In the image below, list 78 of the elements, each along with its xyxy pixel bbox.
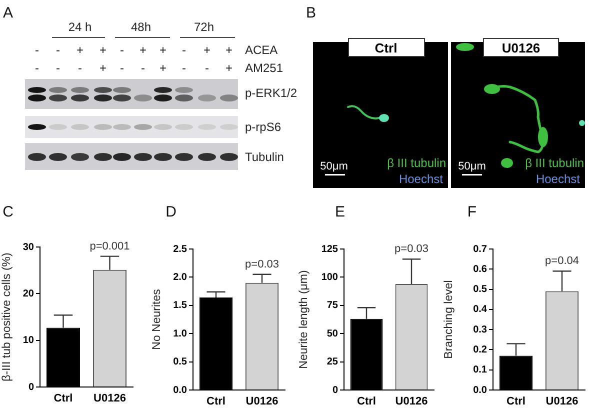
text: 48h xyxy=(130,20,152,34)
y-tick-label: 0 xyxy=(28,382,34,393)
text: - xyxy=(205,61,209,75)
y-tick-label: 1.0 xyxy=(173,328,188,340)
text: 72h xyxy=(194,20,214,34)
y-axis-title: Branching level xyxy=(443,280,456,359)
y-axis-title: No Neurites xyxy=(151,288,164,350)
y-tick-label: 0.3 xyxy=(473,324,488,336)
x-tick-label: U0126 xyxy=(395,396,428,408)
y-tick-label: 100 xyxy=(321,272,338,283)
text: + xyxy=(225,61,233,75)
annotation: p=0.04 xyxy=(545,255,579,268)
text: - xyxy=(56,61,60,75)
y-tick-label: 0.5 xyxy=(173,356,188,368)
text: ACEA xyxy=(245,43,278,57)
x-tick-label: U0126 xyxy=(546,396,578,408)
chart-title: E xyxy=(334,204,346,220)
y-tick-label: 1.5 xyxy=(173,300,188,312)
text: AM251 xyxy=(245,61,284,75)
text: 24 h xyxy=(68,20,92,34)
y-tick-label: 2.5 xyxy=(173,244,188,255)
chart-title: D xyxy=(166,204,176,220)
y-axis-title: β-III tub positive cells (%) xyxy=(1,252,14,382)
text: - xyxy=(120,61,124,75)
text: - xyxy=(182,43,186,57)
y-tick-label: 0.5 xyxy=(473,284,488,296)
x-tick-label: U0126 xyxy=(246,396,278,408)
y-tick-label: 25 xyxy=(326,356,338,368)
y-tick-label: 0.0 xyxy=(473,384,488,396)
text: + xyxy=(99,61,107,75)
text: β III tubulin xyxy=(387,156,446,170)
x-tick-label: Ctrl xyxy=(206,396,226,408)
text: - xyxy=(35,43,39,57)
text: p-ERK1/2 xyxy=(245,86,298,100)
y-tick-label: 0.2 xyxy=(473,344,488,356)
y-tick-label: 30 xyxy=(22,242,34,253)
text: + xyxy=(159,43,167,57)
x-tick-label: Ctrl xyxy=(357,396,376,408)
text: - xyxy=(141,61,145,75)
x-tick-label: U0126 xyxy=(94,392,126,405)
y-tick-label: 125 xyxy=(321,244,338,255)
x-tick-label: Ctrl xyxy=(506,396,526,408)
text: Tubulin xyxy=(245,150,284,164)
text: + xyxy=(139,43,147,57)
text: + xyxy=(159,61,167,75)
y-tick-label: 0.4 xyxy=(473,304,488,316)
text: - xyxy=(35,61,39,75)
y-tick-label: 50 xyxy=(326,328,338,340)
y-tick-label: 0.7 xyxy=(473,244,488,255)
y-tick-label: 2.0 xyxy=(173,272,188,283)
chart-title: C xyxy=(2,204,14,220)
y-tick-label: 75 xyxy=(326,300,338,312)
y-tick-label: 0.6 xyxy=(473,264,488,275)
text: + xyxy=(203,43,211,57)
y-tick-label: 0.1 xyxy=(473,364,488,376)
text: - xyxy=(56,43,60,57)
chart-title: F xyxy=(467,204,477,220)
annotation: p=0.03 xyxy=(394,243,428,256)
text: p-rpS6 xyxy=(245,120,282,134)
y-tick-label: 20 xyxy=(22,288,34,300)
annotation: p=0.001 xyxy=(90,240,130,252)
text: + xyxy=(76,43,84,57)
text: + xyxy=(225,43,233,57)
text: B xyxy=(306,4,316,22)
text: 50μm xyxy=(320,160,348,172)
text: - xyxy=(78,61,82,75)
y-tick-label: 0.0 xyxy=(173,384,188,396)
text: A xyxy=(2,4,14,22)
y-tick-label: 10 xyxy=(22,335,34,346)
y-axis-title: Neurite length (μm) xyxy=(298,270,310,369)
text: - xyxy=(182,61,186,75)
text: Ctrl xyxy=(374,40,398,55)
text: - xyxy=(120,43,124,57)
annotation: p=0.03 xyxy=(245,258,279,270)
text: + xyxy=(99,43,107,57)
y-tick-label: 0 xyxy=(332,384,338,396)
text: Hoechst xyxy=(398,172,443,186)
x-tick-label: Ctrl xyxy=(54,392,73,405)
